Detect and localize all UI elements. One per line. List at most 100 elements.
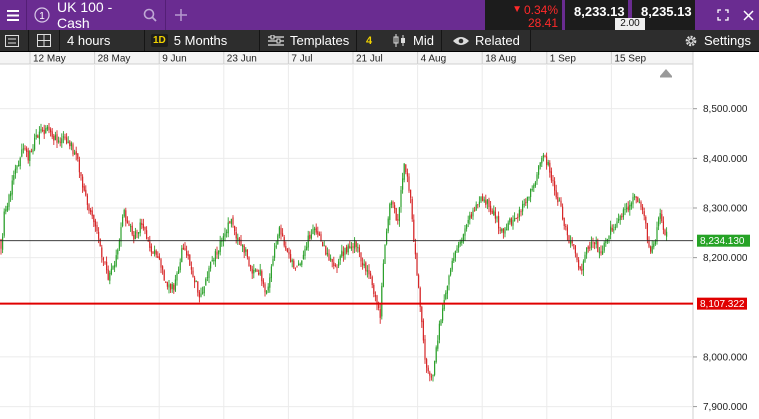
candle-body bbox=[146, 230, 148, 239]
candle-body bbox=[0, 239, 2, 249]
candle-body bbox=[523, 203, 525, 205]
search-button[interactable] bbox=[141, 0, 159, 30]
candle-body bbox=[395, 208, 397, 221]
candle-body bbox=[181, 248, 183, 262]
candle-body bbox=[72, 144, 74, 155]
candle-body bbox=[477, 204, 479, 206]
candle-body bbox=[555, 190, 557, 198]
menu-button[interactable] bbox=[0, 0, 26, 30]
candle-body bbox=[392, 201, 394, 205]
candle-body bbox=[538, 166, 540, 175]
candle-body bbox=[435, 347, 437, 362]
candle-body bbox=[248, 257, 250, 267]
candle-body bbox=[290, 254, 292, 263]
candle-body bbox=[178, 269, 180, 274]
candle-body bbox=[168, 284, 170, 288]
candle-body bbox=[282, 233, 284, 237]
candle-body bbox=[302, 254, 304, 260]
price-chart[interactable]: 12 May 28 May 9 Jun 23 Jun 7 Jul 21 Jul 4 Aug 1… bbox=[0, 52, 759, 419]
candle-body bbox=[219, 240, 221, 252]
candle-body bbox=[253, 269, 255, 274]
candle-body bbox=[448, 275, 450, 285]
market-name[interactable]: UK 100 - Cash bbox=[57, 0, 113, 31]
candle-body bbox=[331, 258, 333, 262]
templates-button[interactable]: Templates bbox=[268, 30, 349, 51]
candle-body bbox=[309, 234, 311, 239]
candle-body bbox=[653, 243, 655, 248]
candle-body bbox=[651, 245, 653, 253]
candle-body bbox=[490, 205, 492, 212]
candle-body bbox=[162, 266, 164, 270]
candle-body bbox=[440, 320, 442, 325]
templates-label: Templates bbox=[290, 33, 350, 48]
candle-body bbox=[517, 216, 519, 219]
interval-select[interactable]: 4 hours bbox=[67, 33, 111, 48]
info-button[interactable]: 1 bbox=[32, 0, 52, 30]
candle-body bbox=[307, 235, 309, 248]
candle-body bbox=[2, 236, 4, 250]
x-tick-label: 12 May bbox=[33, 54, 66, 65]
candle-body bbox=[235, 231, 237, 239]
candle-body bbox=[184, 248, 186, 251]
price-type-select[interactable]: Mid bbox=[393, 30, 434, 51]
settings-button[interactable]: Settings bbox=[684, 30, 751, 51]
close-button[interactable] bbox=[739, 0, 757, 30]
candle-body bbox=[605, 241, 607, 244]
candle-body bbox=[501, 229, 503, 232]
candle-body bbox=[48, 126, 50, 131]
candle-body bbox=[414, 243, 416, 255]
candle-body bbox=[381, 286, 383, 317]
candle-body bbox=[450, 269, 452, 275]
candle-body bbox=[29, 151, 31, 161]
layout-button[interactable] bbox=[37, 30, 53, 51]
candle-body bbox=[336, 266, 338, 268]
candle-body bbox=[608, 235, 610, 240]
candle-body bbox=[315, 227, 317, 233]
candle-body bbox=[6, 206, 8, 211]
expand-icon bbox=[717, 9, 729, 21]
candle-body bbox=[314, 228, 316, 231]
candle-body bbox=[98, 231, 100, 239]
candle-body bbox=[424, 339, 426, 360]
candle-body bbox=[646, 223, 648, 240]
candle-body bbox=[405, 164, 407, 173]
expand-button[interactable] bbox=[714, 0, 732, 30]
candle-body bbox=[226, 231, 228, 233]
range-select[interactable]: 1D 5 Months bbox=[151, 30, 227, 51]
candle-body bbox=[269, 277, 271, 288]
x-tick-label: 4 Aug bbox=[421, 54, 447, 65]
candle-body bbox=[598, 252, 600, 254]
candle-body bbox=[149, 241, 151, 248]
candle-body bbox=[494, 211, 496, 219]
scroll-home-icon[interactable] bbox=[660, 69, 672, 78]
candle-body bbox=[619, 216, 621, 220]
last-price-label: 8,234.130 bbox=[700, 236, 745, 247]
candle-body bbox=[499, 229, 501, 231]
candle-body bbox=[630, 203, 632, 207]
chart-menu-button[interactable] bbox=[5, 30, 21, 51]
candle-body bbox=[206, 277, 208, 279]
add-market-button[interactable] bbox=[171, 0, 191, 30]
grid-layout-icon bbox=[37, 34, 51, 47]
candle-body bbox=[107, 269, 109, 280]
candle-body bbox=[454, 251, 456, 258]
hamburger-icon bbox=[7, 9, 19, 21]
related-button[interactable]: Related bbox=[453, 30, 520, 51]
indicator-count[interactable]: 4 bbox=[366, 34, 373, 47]
x-tick-label: 1 Sep bbox=[550, 54, 577, 65]
candle-body bbox=[518, 209, 520, 217]
candle-body bbox=[218, 250, 220, 254]
candle-body bbox=[515, 218, 517, 220]
candle-body bbox=[430, 376, 432, 378]
candle-body bbox=[446, 285, 448, 294]
candle-body bbox=[150, 246, 152, 253]
candle-body bbox=[550, 171, 552, 181]
close-icon bbox=[742, 9, 754, 21]
candle-body bbox=[110, 268, 112, 275]
candle-body bbox=[126, 220, 128, 224]
candle-body bbox=[432, 374, 434, 377]
svg-text:1: 1 bbox=[39, 11, 45, 22]
candle-body bbox=[45, 128, 47, 134]
candle-body bbox=[534, 182, 536, 187]
candle-body bbox=[26, 148, 28, 152]
